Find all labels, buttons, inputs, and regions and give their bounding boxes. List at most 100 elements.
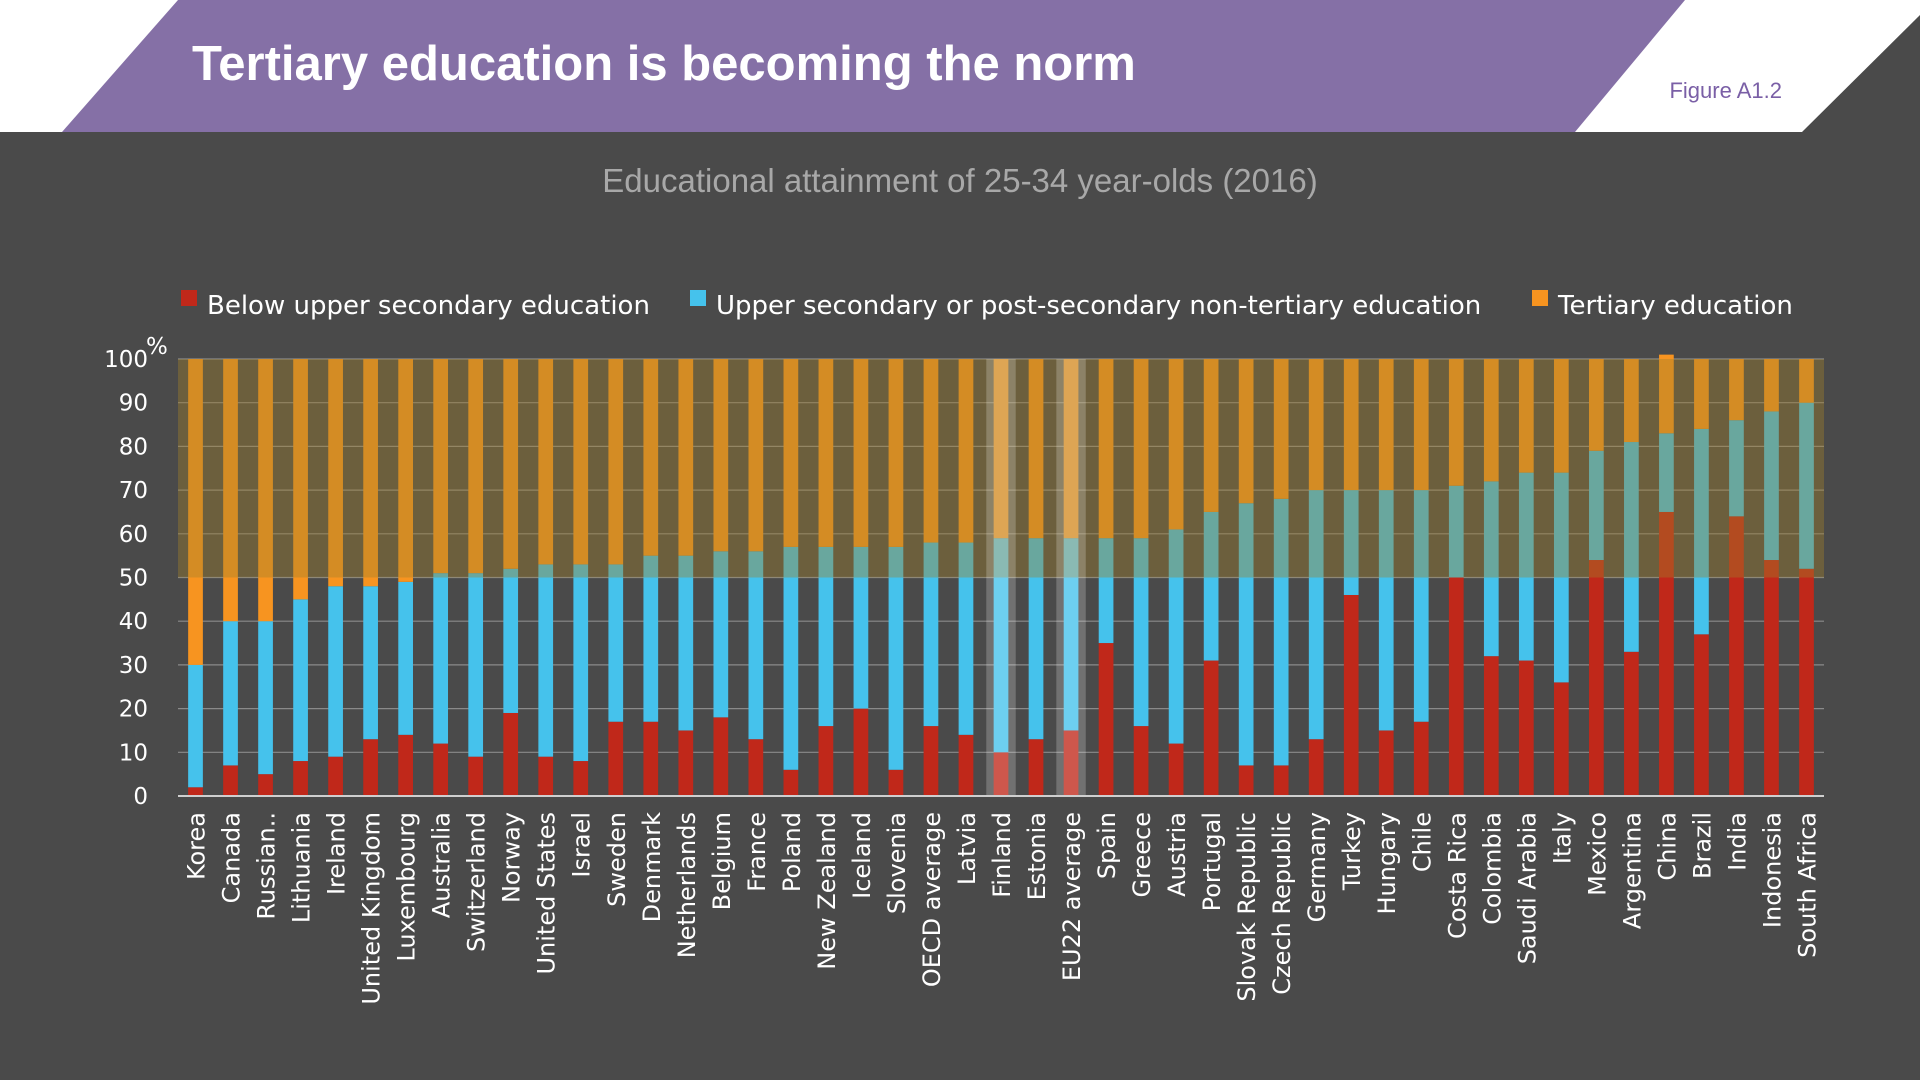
bar-luxembourg-upper-secondary-or-post-secondary-non-tertiary-education	[398, 581, 413, 735]
bar-new-zealand-below-upper-secondary-education	[818, 726, 834, 796]
x-tick-label-slovenia: Slovenia	[883, 812, 911, 914]
bar-united-states-tertiary-education	[538, 359, 554, 565]
bar-lithuania-upper-secondary-or-post-secondary-non-tertiary-education	[293, 599, 308, 762]
bar-slovak-republic-below-upper-secondary-education	[1238, 765, 1254, 796]
bar-canada-below-upper-secondary-education	[223, 765, 238, 796]
x-tick-label-estonia: Estonia	[1023, 812, 1051, 900]
bar-south-africa-upper-secondary-or-post-secondary-non-tertiary-education	[1799, 402, 1814, 569]
bar-sweden-below-upper-secondary-education	[608, 721, 624, 796]
bar-south-africa-tertiary-education	[1799, 359, 1814, 403]
x-tick-label-greece: Greece	[1128, 812, 1156, 897]
bar-saudi-arabia-tertiary-education	[1518, 359, 1534, 473]
y-tick-label: 10	[119, 740, 148, 766]
bar-united-kingdom-tertiary-education	[363, 359, 378, 587]
figure-label: Figure A1.2	[1669, 78, 1782, 103]
x-tick-label-oecd-average: OECD average	[918, 812, 946, 987]
bar-china-upper-secondary-or-post-secondary-non-tertiary-education	[1659, 433, 1674, 512]
bar-eu22-average-below-upper-secondary-education	[1063, 730, 1079, 796]
x-tick-label-australia: Australia	[428, 812, 456, 918]
x-tick-label-luxembourg: Luxembourg	[393, 812, 421, 962]
bar-costa-rica-upper-secondary-or-post-secondary-non-tertiary-education	[1448, 485, 1464, 578]
stacked-bar-chart: Below upper secondary education Upper sec…	[104, 290, 1824, 1005]
x-tick-label-russian: Russian..	[253, 812, 281, 920]
x-tick-label-italy: Italy	[1548, 812, 1576, 864]
bar-france-tertiary-education	[748, 359, 764, 552]
bar-latvia-upper-secondary-or-post-secondary-non-tertiary-education	[958, 542, 974, 735]
x-tick-label-germany: Germany	[1303, 812, 1331, 922]
bar-finland-upper-secondary-or-post-secondary-non-tertiary-education	[993, 538, 1009, 753]
bar-lithuania-below-upper-secondary-education	[293, 761, 308, 796]
bar-mexico-tertiary-education	[1589, 359, 1604, 451]
bar-hungary-upper-secondary-or-post-secondary-non-tertiary-education	[1378, 490, 1394, 731]
legend-label-below-upper-secondary-education: Below upper secondary education	[207, 291, 650, 321]
bar-netherlands-upper-secondary-or-post-secondary-non-tertiary-education	[678, 555, 694, 731]
bar-iceland-tertiary-education	[853, 359, 869, 547]
page-title: Tertiary education is becoming the norm	[192, 37, 1136, 91]
x-tick-label-portugal: Portugal	[1198, 812, 1226, 911]
bar-switzerland-tertiary-education	[468, 359, 484, 574]
bar-israel-upper-secondary-or-post-secondary-non-tertiary-education	[573, 564, 589, 762]
highlight-band	[178, 359, 1824, 578]
bar-brazil-tertiary-education	[1694, 359, 1709, 429]
bar-indonesia-upper-secondary-or-post-secondary-non-tertiary-education	[1764, 411, 1779, 561]
bar-slovenia-below-upper-secondary-education	[888, 769, 904, 796]
y-tick-label: 60	[119, 522, 148, 548]
x-tick-label-costa-rica: Costa Rica	[1443, 812, 1471, 939]
y-tick-label: 70	[119, 478, 148, 504]
bar-austria-upper-secondary-or-post-secondary-non-tertiary-education	[1168, 529, 1184, 744]
bar-eu22-average-tertiary-education	[1063, 359, 1079, 539]
x-tick-label-netherlands: Netherlands	[673, 812, 701, 958]
bar-colombia-tertiary-education	[1483, 359, 1499, 482]
bar-germany-tertiary-education	[1308, 359, 1324, 491]
bar-hungary-below-upper-secondary-education	[1378, 730, 1394, 796]
y-tick-label: 0	[133, 784, 148, 810]
bar-portugal-tertiary-education	[1203, 359, 1219, 512]
bar-slovenia-tertiary-education	[888, 359, 904, 547]
x-tick-label-korea: Korea	[183, 812, 211, 880]
bar-australia-upper-secondary-or-post-secondary-non-tertiary-education	[433, 573, 449, 744]
bar-ireland-below-upper-secondary-education	[328, 756, 343, 796]
bar-chile-below-upper-secondary-education	[1413, 721, 1429, 796]
y-tick-label: 40	[119, 609, 148, 635]
y-tick-label: 50	[119, 566, 148, 592]
bar-south-africa-below-upper-secondary-education	[1799, 568, 1814, 796]
bar-italy-tertiary-education	[1553, 359, 1569, 473]
bar-latvia-tertiary-education	[958, 359, 974, 543]
x-tick-label-poland: Poland	[778, 812, 806, 892]
x-axis: Korea Canada Russian.. Lithuania Ireland Unit…	[183, 812, 1822, 1005]
bar-korea-below-upper-secondary-education	[188, 787, 203, 796]
bar-slovak-republic-tertiary-education	[1238, 359, 1254, 504]
bar-switzerland-upper-secondary-or-post-secondary-non-tertiary-education	[468, 573, 484, 757]
bar-denmark-tertiary-education	[643, 359, 659, 556]
x-tick-label-czech-republic: Czech Republic	[1268, 812, 1296, 995]
y-tick-label: 20	[119, 697, 148, 723]
bar-germany-upper-secondary-or-post-secondary-non-tertiary-education	[1308, 490, 1324, 740]
bar-czech-republic-tertiary-education	[1273, 359, 1289, 499]
y-axis-label: %	[146, 334, 168, 360]
bar-new-zealand-tertiary-education	[818, 359, 834, 547]
bar-turkey-tertiary-education	[1343, 359, 1359, 491]
bar-germany-below-upper-secondary-education	[1308, 739, 1324, 796]
bar-austria-tertiary-education	[1168, 359, 1184, 530]
bar-greece-upper-secondary-or-post-secondary-non-tertiary-education	[1133, 538, 1149, 727]
bar-brazil-below-upper-secondary-education	[1694, 634, 1709, 796]
y-tick-label: 80	[119, 434, 148, 460]
bar-oecd-average-below-upper-secondary-education	[923, 726, 939, 796]
bar-israel-tertiary-education	[573, 359, 589, 565]
bar-netherlands-below-upper-secondary-education	[678, 730, 694, 796]
bar-turkey-below-upper-secondary-education	[1343, 594, 1359, 796]
bar-portugal-below-upper-secondary-education	[1203, 660, 1219, 796]
bar-china-below-upper-secondary-education	[1659, 511, 1674, 796]
bar-austria-below-upper-secondary-education	[1168, 743, 1184, 796]
bar-poland-below-upper-secondary-education	[783, 769, 799, 796]
bar-finland-tertiary-education	[993, 359, 1009, 539]
x-tick-label-brazil: Brazil	[1688, 812, 1716, 879]
bar-denmark-below-upper-secondary-education	[643, 721, 659, 796]
bar-india-below-upper-secondary-education	[1729, 516, 1744, 796]
bar-italy-upper-secondary-or-post-secondary-non-tertiary-education	[1553, 472, 1569, 683]
bar-united-states-below-upper-secondary-education	[538, 756, 554, 796]
y-tick-label: 90	[119, 391, 148, 417]
header-banner	[0, 0, 1920, 132]
x-tick-label-chile: Chile	[1408, 812, 1436, 872]
bar-colombia-below-upper-secondary-education	[1483, 656, 1499, 796]
